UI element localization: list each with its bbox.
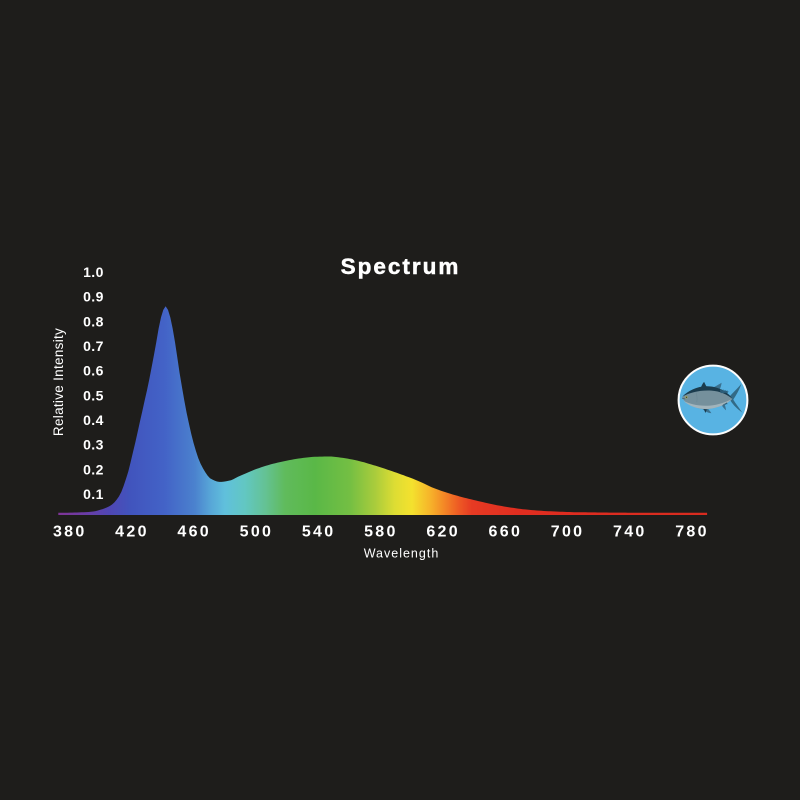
svg-text:540: 540 xyxy=(302,524,336,541)
svg-text:0.6: 0.6 xyxy=(83,363,104,379)
svg-text:0.8: 0.8 xyxy=(83,313,104,329)
svg-text:380: 380 xyxy=(53,524,87,541)
svg-text:1.0: 1.0 xyxy=(83,264,104,280)
svg-text:0.9: 0.9 xyxy=(83,289,104,305)
svg-text:500: 500 xyxy=(240,524,274,541)
svg-text:0.7: 0.7 xyxy=(83,338,104,354)
svg-text:Relative Intensity: Relative Intensity xyxy=(51,328,66,436)
svg-text:0.4: 0.4 xyxy=(83,412,104,428)
svg-text:0.5: 0.5 xyxy=(83,387,104,403)
svg-text:780: 780 xyxy=(675,524,709,541)
svg-text:0.3: 0.3 xyxy=(83,437,104,453)
svg-text:Spectrum: Spectrum xyxy=(341,254,461,279)
svg-text:Wavelength: Wavelength xyxy=(364,546,440,560)
svg-text:660: 660 xyxy=(489,524,523,541)
svg-text:580: 580 xyxy=(364,524,398,541)
svg-text:460: 460 xyxy=(177,524,211,541)
svg-text:620: 620 xyxy=(426,524,460,541)
svg-text:740: 740 xyxy=(613,524,647,541)
svg-text:0.1: 0.1 xyxy=(83,486,104,502)
svg-text:0.2: 0.2 xyxy=(83,461,104,477)
svg-text:420: 420 xyxy=(115,524,149,541)
svg-text:700: 700 xyxy=(551,524,585,541)
